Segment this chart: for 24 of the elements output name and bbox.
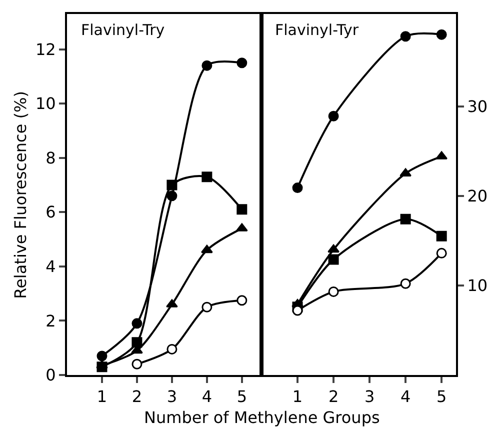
y-axis-title: Relative Fluorescence (%) [10,91,30,299]
x-axis-title: Number of Methylene Groups [144,408,380,427]
y-tick-label: 10 [467,276,488,296]
x-tick-label: 5 [236,387,248,406]
text: Flavinyl-Try [81,21,165,39]
x-tick-label: 4 [400,387,411,406]
y-tick-label: 30 [467,96,488,116]
y-tick-label: 20 [467,186,488,206]
x-tick-label: 4 [202,387,212,406]
y-tick-label: 6 [46,202,56,222]
x-tick-label: 1 [292,387,303,406]
y-tick-label: 8 [46,148,56,168]
x-tick-label: 1 [96,387,108,406]
x-tick-label: 2 [132,387,142,406]
x-tick-label: 3 [364,387,375,406]
text: Flavinyl-Tyr [275,21,360,39]
y-tick-label: 10 [35,94,56,114]
y-tick-label: 12 [35,40,56,59]
y-tick-label: 4 [46,257,56,276]
x-tick-label: 2 [328,387,339,406]
x-tick-label: 3 [166,387,178,406]
y-tick-label: 0 [46,366,56,385]
x-tick-label: 5 [436,387,447,406]
y-tick-label: 2 [46,311,56,330]
